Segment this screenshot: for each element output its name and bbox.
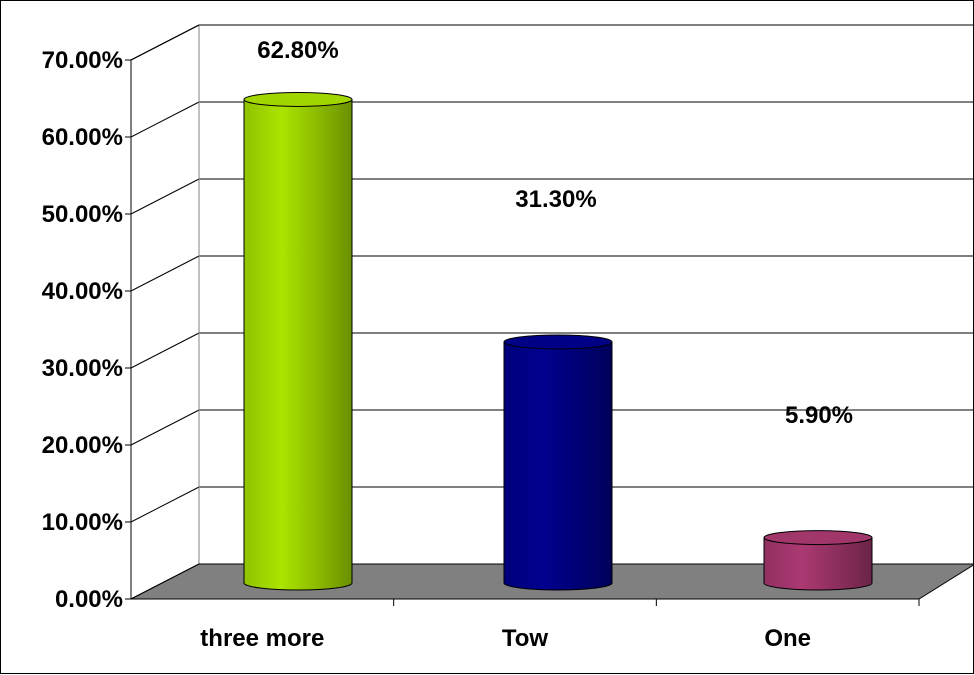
y-tick-label: 10.00%: [42, 509, 123, 536]
y-tick-label: 20.00%: [42, 432, 123, 459]
bar-1: [503, 341, 613, 591]
data-label-1: 31.30%: [515, 186, 596, 213]
y-tick-label: 40.00%: [42, 278, 123, 305]
data-label-2: 5.90%: [785, 402, 853, 429]
x-tick-label-2: One: [764, 625, 811, 652]
x-tick-label-0: three more: [200, 625, 324, 652]
gridline-side: [130, 255, 200, 292]
x-tick-label-1: Tow: [502, 625, 549, 652]
bar-2: [763, 537, 873, 591]
gridline-side: [130, 178, 200, 215]
data-label-0: 62.80%: [257, 37, 338, 64]
gridline-side: [130, 332, 200, 369]
gridline-side: [130, 409, 200, 446]
top-side-edge: [130, 24, 200, 61]
gridline-side: [130, 486, 200, 523]
y-tick-label: 60.00%: [42, 124, 123, 151]
y-tick-label: 70.00%: [42, 47, 123, 74]
gridline-side: [130, 101, 200, 138]
bar-0: [243, 98, 353, 591]
y-tick-label: 0.00%: [55, 586, 123, 613]
bar-top-0: [243, 91, 353, 107]
y-tick-label: 50.00%: [42, 201, 123, 228]
y-tick-label: 30.00%: [42, 355, 123, 382]
bar-top-2: [763, 530, 873, 546]
bar-top-1: [503, 334, 613, 350]
